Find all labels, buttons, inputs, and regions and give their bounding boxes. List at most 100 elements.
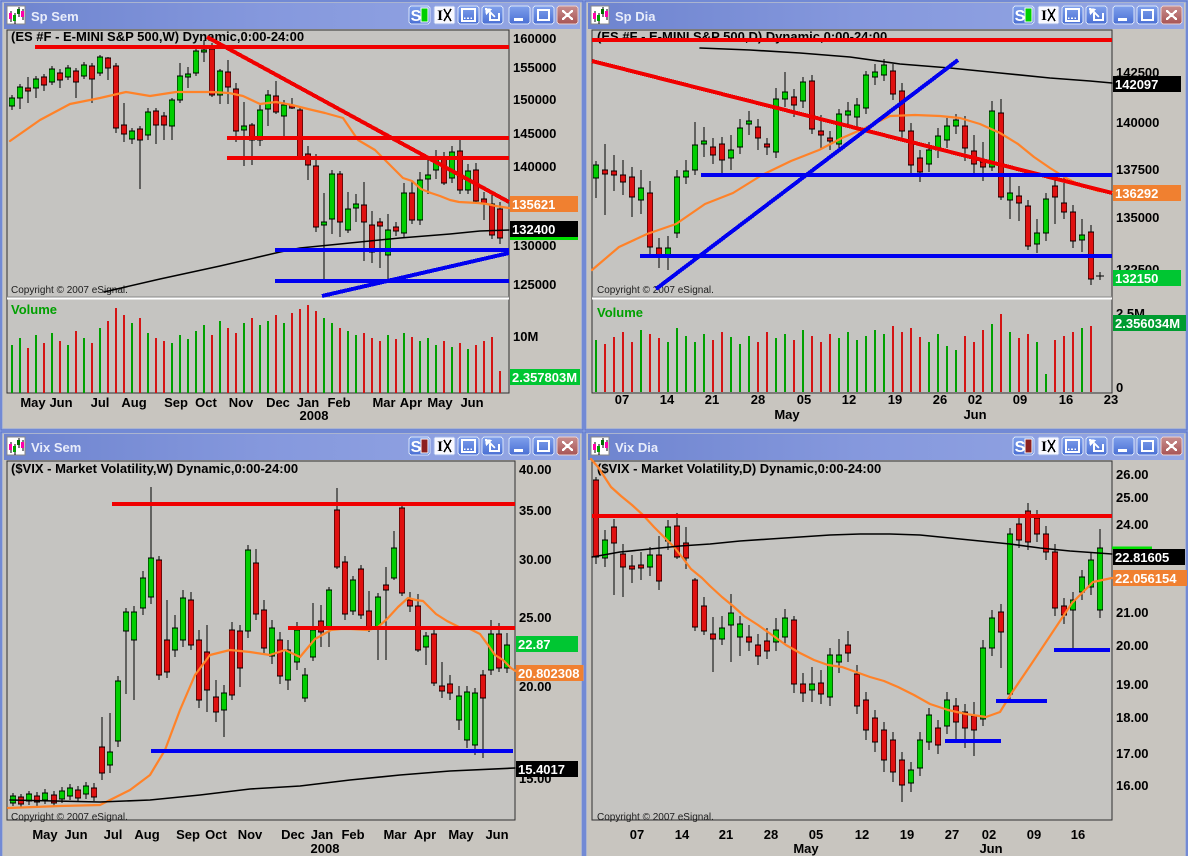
svg-text:07: 07 (630, 827, 644, 842)
svg-text:May: May (448, 827, 474, 842)
svg-text:125000: 125000 (513, 277, 556, 292)
svg-text:12: 12 (842, 392, 856, 407)
svg-text:2.357803M: 2.357803M (512, 370, 577, 385)
svg-text:142097: 142097 (1115, 77, 1158, 92)
svg-text:135621: 135621 (512, 197, 555, 212)
svg-text:25.00: 25.00 (519, 610, 552, 625)
svg-text:19: 19 (900, 827, 914, 842)
svg-text:Apr: Apr (400, 395, 422, 410)
svg-text:S: S (1015, 439, 1026, 456)
svg-text:20.00: 20.00 (1116, 638, 1149, 653)
svg-text:Jan: Jan (311, 827, 333, 842)
svg-text:I: I (1041, 439, 1047, 455)
svg-text:21.00: 21.00 (1116, 605, 1149, 620)
svg-text:Copyright © 2007 eSignal.: Copyright © 2007 eSignal. (11, 285, 128, 296)
svg-text:24.00: 24.00 (1116, 517, 1149, 532)
svg-text:137500: 137500 (1116, 162, 1159, 177)
svg-text:S: S (411, 439, 422, 456)
svg-text:I: I (437, 8, 443, 24)
svg-text:22.056154: 22.056154 (1115, 571, 1177, 586)
svg-text:140000: 140000 (1116, 115, 1159, 130)
svg-text:14: 14 (675, 827, 690, 842)
svg-text:17.00: 17.00 (1116, 746, 1149, 761)
svg-text:09: 09 (1027, 827, 1041, 842)
svg-text:Sp Sem: Sp Sem (31, 9, 79, 24)
svg-text:15.4017: 15.4017 (518, 762, 565, 777)
svg-text:05: 05 (809, 827, 823, 842)
svg-text:19.00: 19.00 (1116, 677, 1149, 692)
svg-text:21: 21 (705, 392, 719, 407)
svg-text:Feb: Feb (327, 395, 350, 410)
svg-text:Dec: Dec (281, 827, 305, 842)
svg-text:Jul: Jul (91, 395, 110, 410)
svg-text:Dec: Dec (266, 395, 290, 410)
svg-text:I: I (437, 439, 443, 455)
svg-text:Vix Sem: Vix Sem (31, 440, 81, 455)
svg-text:Nov: Nov (238, 827, 263, 842)
svg-text:S: S (411, 8, 422, 25)
svg-text:Jun: Jun (49, 395, 72, 410)
svg-text:132150: 132150 (1115, 271, 1158, 286)
svg-text:20.802308: 20.802308 (518, 666, 579, 681)
svg-text:Sep: Sep (176, 827, 200, 842)
svg-text:12: 12 (855, 827, 869, 842)
svg-text:Sp Dia: Sp Dia (615, 9, 656, 24)
svg-text:19: 19 (888, 392, 902, 407)
svg-text:Copyright © 2007 eSignal.: Copyright © 2007 eSignal. (11, 812, 128, 823)
svg-text:16: 16 (1059, 392, 1073, 407)
svg-text:Aug: Aug (134, 827, 159, 842)
svg-text:Oct: Oct (195, 395, 217, 410)
svg-text:Apr: Apr (414, 827, 436, 842)
svg-text:145000: 145000 (513, 126, 556, 141)
svg-text:25.00: 25.00 (1116, 490, 1149, 505)
svg-text:35.00: 35.00 (519, 503, 552, 518)
svg-text:130000: 130000 (513, 238, 556, 253)
svg-text:135000: 135000 (1116, 210, 1159, 225)
svg-text:Vix Dia: Vix Dia (615, 440, 659, 455)
svg-text:Copyright © 2007 eSignal.: Copyright © 2007 eSignal. (597, 812, 714, 823)
svg-text:2008: 2008 (311, 841, 340, 856)
svg-text:Copyright © 2007 eSignal.: Copyright © 2007 eSignal. (597, 285, 714, 296)
svg-text:Jun: Jun (64, 827, 87, 842)
svg-text:I: I (1041, 8, 1047, 24)
svg-text:May: May (32, 827, 58, 842)
svg-text:20.00: 20.00 (519, 679, 552, 694)
svg-text:Jun: Jun (460, 395, 483, 410)
svg-text:14: 14 (660, 392, 675, 407)
svg-text:136292: 136292 (1115, 186, 1158, 201)
svg-text:07: 07 (615, 392, 629, 407)
svg-text:($VIX - Market Volatility,D) D: ($VIX - Market Volatility,D) Dynamic,0:0… (597, 461, 881, 476)
svg-text:150000: 150000 (513, 92, 556, 107)
svg-text:Jan: Jan (297, 395, 319, 410)
svg-text:28: 28 (764, 827, 778, 842)
svg-text:Sep: Sep (164, 395, 188, 410)
svg-text:2008: 2008 (300, 408, 329, 423)
svg-text:Jun: Jun (963, 407, 986, 422)
svg-text:May: May (774, 407, 800, 422)
svg-text:09: 09 (1013, 392, 1027, 407)
svg-text:Jul: Jul (104, 827, 123, 842)
svg-text:16.00: 16.00 (1116, 778, 1149, 793)
svg-text:02: 02 (982, 827, 996, 842)
svg-text:Nov: Nov (229, 395, 254, 410)
svg-text:0: 0 (1116, 380, 1123, 395)
svg-text:23: 23 (1104, 392, 1118, 407)
svg-text:26: 26 (933, 392, 947, 407)
svg-text:155000: 155000 (513, 60, 556, 75)
svg-text:($VIX - Market Volatility,W) D: ($VIX - Market Volatility,W) Dynamic,0:0… (11, 461, 298, 476)
svg-text:Volume: Volume (11, 302, 57, 317)
svg-text:05: 05 (797, 392, 811, 407)
svg-text:02: 02 (968, 392, 982, 407)
svg-text:Feb: Feb (341, 827, 364, 842)
svg-text:21: 21 (719, 827, 733, 842)
svg-text:26.00: 26.00 (1116, 467, 1149, 482)
svg-text:16: 16 (1071, 827, 1085, 842)
svg-text:40.00: 40.00 (519, 462, 552, 477)
svg-text:May: May (427, 395, 453, 410)
svg-text:May: May (793, 841, 819, 856)
svg-text:May: May (20, 395, 46, 410)
svg-text:10M: 10M (513, 329, 538, 344)
svg-text:2.356034M: 2.356034M (1115, 316, 1180, 331)
svg-text:160000: 160000 (513, 31, 556, 46)
svg-text:22.87: 22.87 (518, 637, 551, 652)
